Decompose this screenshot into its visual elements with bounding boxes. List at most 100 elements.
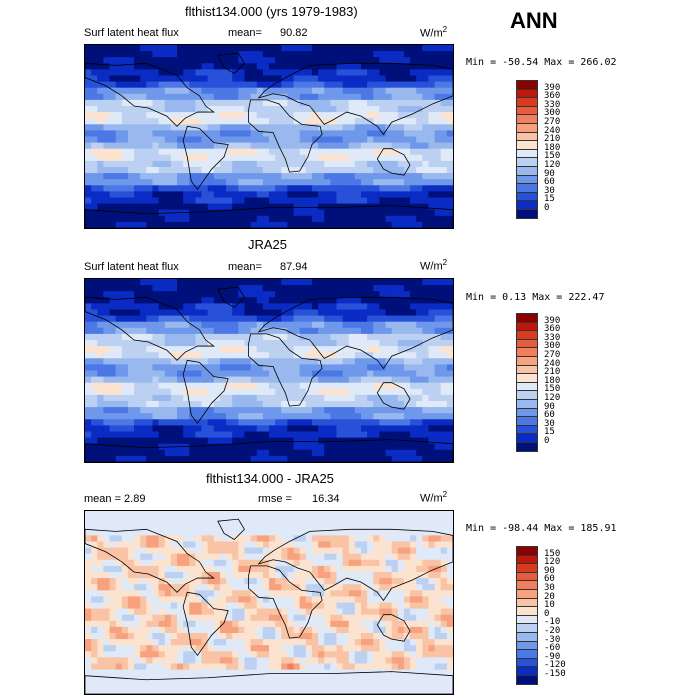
map-cell [127, 639, 135, 646]
map-cell [287, 370, 295, 378]
map-cell [103, 455, 111, 462]
map-cell [97, 297, 104, 304]
map-cell [348, 517, 356, 524]
map-cell [269, 197, 276, 205]
map-cell [250, 221, 258, 228]
map-cell [91, 327, 98, 335]
map-cell [91, 376, 98, 384]
map-cell [97, 45, 104, 52]
map-cell [158, 340, 166, 347]
map-cell [275, 81, 282, 89]
map-cell [134, 413, 141, 420]
map-cell [207, 608, 215, 616]
map-cell [244, 75, 252, 83]
map-cell [201, 578, 209, 585]
map-cell [275, 633, 282, 640]
map-cell [244, 321, 252, 329]
map-cell [115, 75, 123, 83]
map-cell [324, 81, 331, 89]
map-cell [336, 160, 344, 168]
map-cell [287, 303, 295, 311]
map-cell [318, 297, 325, 304]
map-cell [201, 523, 209, 530]
map-cell [269, 279, 276, 286]
map-cell [213, 285, 221, 292]
map-cell [293, 370, 301, 378]
map-cell [385, 523, 393, 530]
map-cell [219, 553, 227, 561]
map-cell [115, 315, 123, 323]
map-cell [293, 364, 301, 372]
map-cell [127, 309, 135, 317]
map-cell [226, 517, 233, 524]
map-cell [422, 584, 430, 591]
map-cell [97, 209, 104, 217]
map-cell [250, 297, 258, 304]
map-cell [324, 291, 331, 298]
map-cell [170, 160, 178, 168]
map-cell [330, 69, 338, 77]
map-cell [379, 303, 387, 311]
map-cell [275, 517, 282, 524]
map-cell [361, 553, 368, 561]
map-cell [115, 148, 123, 156]
map-cell [361, 118, 368, 125]
map-cell [164, 346, 172, 353]
map-cell [134, 179, 141, 186]
map-cell [109, 167, 117, 174]
map-cell [232, 81, 239, 89]
map-cell [416, 584, 423, 591]
map-cell [367, 167, 374, 174]
map-cell [213, 614, 221, 622]
map-cell [379, 160, 387, 168]
map-cell [269, 584, 276, 591]
map-cell [281, 578, 288, 585]
map-cell [391, 197, 399, 205]
map-cell [262, 209, 270, 217]
map-cell [121, 203, 129, 211]
map-cell [115, 584, 123, 591]
map-cell [91, 547, 98, 555]
map-cell [379, 608, 387, 616]
map-cell [170, 547, 178, 555]
map-cell [354, 315, 362, 323]
map-cell [183, 401, 190, 408]
map-cell [287, 191, 295, 199]
map-cell [348, 297, 356, 304]
map-cell [361, 279, 368, 286]
map-cell [354, 602, 362, 610]
map-cell [127, 370, 135, 378]
map-cell [219, 57, 227, 64]
map-cell [121, 185, 129, 192]
map-cell [219, 179, 227, 186]
map-cell [244, 185, 252, 192]
map-cell [97, 394, 104, 402]
map-cell [269, 57, 276, 64]
map-cell [226, 327, 233, 335]
map-cell [109, 173, 117, 180]
map-cell [201, 99, 209, 107]
map-cell [183, 93, 190, 101]
map-cell [121, 455, 129, 462]
map-cell [232, 340, 239, 347]
map-cell [115, 535, 123, 543]
map-cell [262, 333, 270, 341]
map-cell [213, 148, 221, 156]
map-cell [134, 388, 141, 396]
map-cell [207, 309, 215, 317]
map-cell [152, 321, 160, 329]
map-cell [164, 191, 172, 199]
map-cell [170, 523, 178, 530]
map-cell [422, 572, 430, 579]
map-cell [127, 285, 135, 292]
colorbar-box [516, 442, 538, 452]
map-cell [422, 291, 430, 298]
map-cell [97, 81, 104, 89]
map-cell [379, 620, 387, 628]
map-cell [305, 136, 313, 144]
map-cell [140, 45, 147, 52]
map-cell [121, 431, 129, 439]
map-cell [416, 285, 423, 292]
map-cell [367, 57, 374, 64]
map-cell [410, 191, 417, 199]
